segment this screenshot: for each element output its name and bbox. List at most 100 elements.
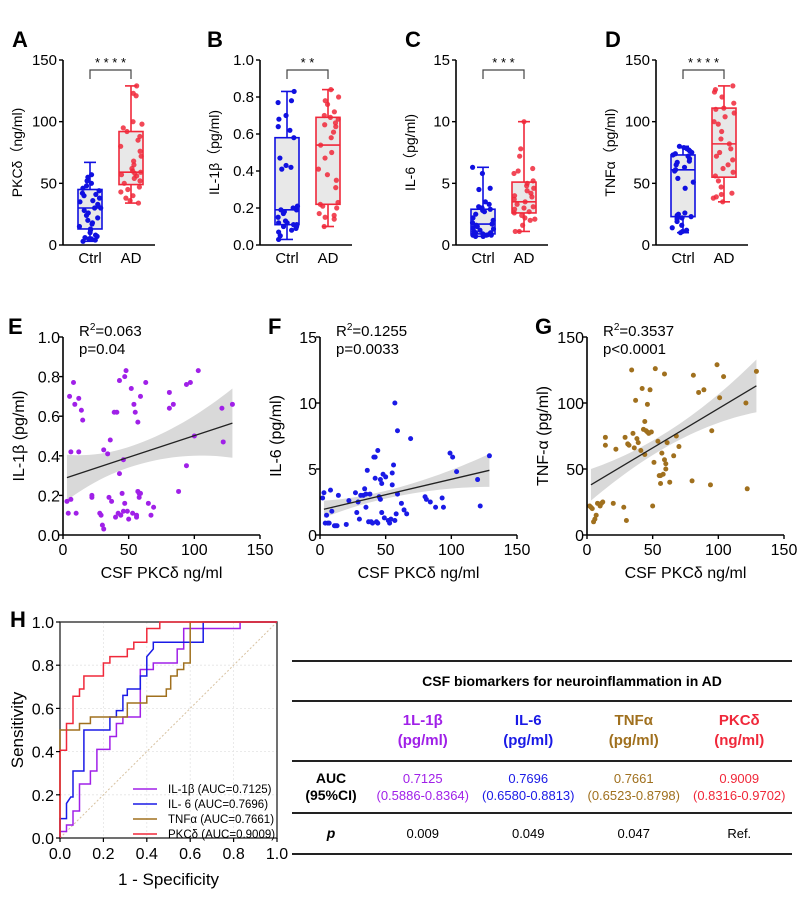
y-tick-label: 0.2 (38, 488, 60, 505)
data-point (689, 478, 695, 484)
x-tick-label: 0 (59, 542, 68, 559)
box-ad (710, 83, 737, 205)
r-squared-value: =0.063 (95, 323, 141, 340)
data-point (482, 199, 488, 205)
col-unit: (pg/ml) (503, 732, 554, 749)
data-point (530, 165, 536, 172)
data-point (76, 449, 82, 455)
r-squared-value: =0.1255 (352, 323, 407, 340)
data-point (294, 203, 301, 209)
panel-label: A (12, 27, 28, 52)
data-point (392, 400, 398, 406)
data-point (332, 120, 339, 126)
data-point (388, 516, 394, 522)
data-point (626, 442, 632, 448)
data-point (327, 114, 334, 120)
r-squared-annotation: R2=0.3537 (603, 322, 674, 340)
box-ctrl (274, 88, 301, 243)
data-point (719, 128, 725, 135)
data-point (92, 232, 99, 238)
data-point (528, 190, 534, 196)
data-point (389, 470, 395, 476)
r-squared-prefix: R (336, 323, 347, 340)
data-point (331, 109, 337, 115)
data-point (387, 520, 393, 526)
data-point (120, 508, 126, 514)
data-point (88, 180, 95, 186)
data-point (109, 498, 115, 504)
data-point (80, 185, 86, 191)
p-value-annotation: p=0.0033 (336, 341, 399, 358)
data-point (81, 207, 87, 214)
table-row-p: p 0.009 0.049 0.047 Ref. (292, 814, 792, 853)
row-label-line: AUC (315, 770, 347, 786)
data-point (667, 479, 673, 485)
data-point (118, 189, 124, 195)
ci-value: (0.6523-0.8798) (587, 788, 680, 803)
panel-a: A 0 50 100 150 PKCδ（ng/ml) Ctrl AD * * * * (9, 27, 155, 267)
data-point (524, 188, 530, 194)
data-point (672, 151, 678, 157)
x-tick-label: 50 (377, 542, 395, 559)
data-point (476, 186, 482, 193)
data-point (130, 119, 136, 125)
data-point (718, 191, 724, 198)
data-point (473, 211, 479, 217)
data-point (679, 222, 685, 228)
data-point (138, 169, 144, 175)
p-value-annotation: p=0.04 (79, 341, 125, 358)
data-point (370, 520, 376, 526)
r-squared-prefix: R (603, 323, 614, 340)
data-point (127, 198, 133, 204)
panel-label: B (207, 27, 223, 52)
data-point (753, 368, 759, 374)
data-point (321, 223, 327, 230)
data-point (398, 500, 404, 506)
data-point (128, 385, 134, 391)
data-point (720, 165, 726, 172)
data-point (95, 201, 101, 207)
data-point (321, 490, 327, 496)
data-point (78, 407, 84, 413)
data-point (393, 511, 399, 517)
box-ad (511, 119, 538, 235)
data-point (124, 128, 130, 135)
data-point (372, 475, 378, 481)
y-tick-label: 150 (625, 52, 650, 69)
data-point (124, 508, 130, 514)
data-point (282, 218, 289, 224)
data-point (375, 448, 381, 454)
data-point (317, 201, 323, 207)
data-point (334, 523, 340, 529)
data-point (335, 492, 341, 498)
data-point (131, 158, 137, 164)
table-cell-auc-il6: 0.7696 (0.6580-0.8813) (476, 770, 582, 804)
data-point (712, 173, 718, 179)
legend-label: IL- 6 (AUC=0.7696) (168, 799, 268, 811)
data-point (690, 372, 696, 378)
data-point (98, 512, 104, 518)
data-point (714, 362, 720, 368)
y-tick-label: 10 (299, 396, 317, 413)
table-cell-p-pkcd: Ref. (727, 826, 752, 841)
x-tick-label: 50 (644, 542, 662, 559)
auc-value: 0.9009 (719, 771, 760, 786)
y-tick-label: 150 (557, 330, 584, 347)
y-axis-label: TNF-α (pg/ml) (535, 386, 552, 486)
data-point (717, 149, 723, 156)
table-cell-p-il1b: 0.009 (406, 826, 440, 841)
data-point (679, 228, 686, 235)
data-point (367, 491, 373, 497)
data-point (524, 180, 530, 186)
data-point (95, 215, 101, 221)
data-point (76, 223, 83, 230)
data-point (72, 401, 78, 407)
y-tick-label: 150 (32, 52, 57, 69)
significance-stars: * * (301, 55, 315, 70)
data-point (660, 471, 666, 477)
box-ad (118, 83, 145, 206)
data-point (276, 229, 282, 235)
y-tick-label: 0 (575, 528, 584, 545)
box-iqr (315, 116, 341, 206)
